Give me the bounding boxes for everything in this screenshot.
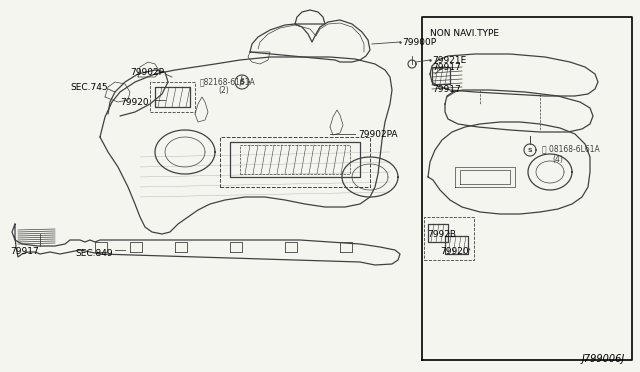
Text: 79902P: 79902P — [130, 67, 164, 77]
Text: 79920: 79920 — [120, 97, 148, 106]
Text: SEC.745: SEC.745 — [70, 83, 108, 92]
Text: SEC.849: SEC.849 — [75, 250, 113, 259]
Text: Ⓢ 08168-6L61A: Ⓢ 08168-6L61A — [542, 144, 600, 154]
Text: 79920: 79920 — [440, 247, 468, 257]
Text: J799006J: J799006J — [582, 354, 625, 364]
Text: 79917: 79917 — [432, 84, 461, 93]
Text: 79921E: 79921E — [432, 55, 467, 64]
Text: 79900P: 79900P — [402, 38, 436, 46]
Text: 79917: 79917 — [10, 247, 39, 257]
Text: 7992B: 7992B — [427, 230, 456, 238]
Text: (2): (2) — [218, 86, 228, 94]
Text: Ⓢ82168-6161A: Ⓢ82168-6161A — [200, 77, 256, 87]
Text: (4): (4) — [552, 154, 563, 164]
Text: S: S — [528, 148, 532, 153]
Text: S: S — [239, 79, 244, 85]
Text: NON NAVI.TYPE: NON NAVI.TYPE — [430, 29, 499, 38]
Text: 79917: 79917 — [432, 62, 461, 71]
Text: 79902PA: 79902PA — [358, 129, 397, 138]
